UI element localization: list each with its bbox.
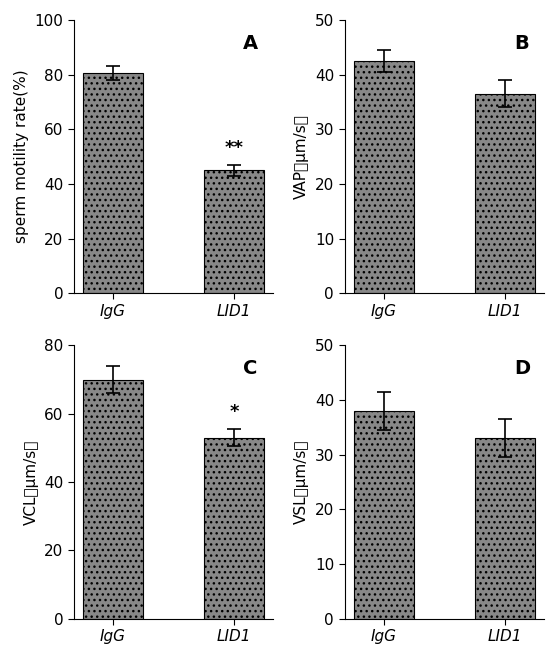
Text: D: D — [514, 359, 530, 378]
Bar — [354, 411, 414, 619]
Text: A: A — [243, 34, 258, 53]
Y-axis label: VCL（μm/s）: VCL（μm/s） — [23, 440, 39, 524]
Bar — [204, 438, 264, 619]
Y-axis label: VSL（μm/s）: VSL（μm/s） — [294, 440, 309, 524]
Text: **: ** — [224, 139, 243, 157]
Bar — [204, 170, 264, 293]
Bar — [354, 61, 414, 293]
Y-axis label: VAP（μm/s）: VAP（μm/s） — [294, 114, 309, 199]
Bar — [83, 380, 143, 619]
Y-axis label: sperm motility rate(%): sperm motility rate(%) — [14, 70, 29, 243]
Text: C: C — [243, 359, 258, 378]
Bar — [474, 438, 535, 619]
Bar — [474, 93, 535, 293]
Text: B: B — [514, 34, 529, 53]
Text: *: * — [229, 403, 239, 421]
Bar — [83, 73, 143, 293]
